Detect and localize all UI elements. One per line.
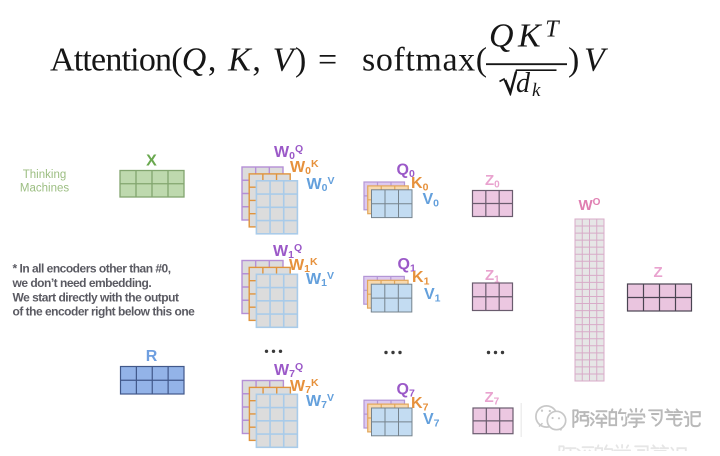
svg-text:* In all encoders other than #: * In all encoders other than #0, (13, 262, 171, 276)
svg-text:Thinking: Thinking (23, 169, 66, 181)
svg-text:softmax(: softmax( (362, 42, 488, 79)
svg-text:X: X (146, 153, 157, 170)
svg-text:Attention(Q, K, V) =: Attention(Q, K, V) = (50, 42, 339, 79)
svg-text:we don’t need embedding.: we don’t need embedding. (12, 276, 152, 290)
svg-text:QKT: QKT (489, 17, 563, 55)
svg-text:Z: Z (654, 264, 663, 281)
svg-text:R: R (146, 348, 158, 365)
svg-text:of the encoder right below thi: of the encoder right below this one (13, 305, 196, 319)
svg-text:): ) (568, 42, 579, 79)
svg-text:Machines: Machines (20, 183, 69, 195)
svg-text:We start directly with the out: We start directly with the output (13, 290, 179, 304)
